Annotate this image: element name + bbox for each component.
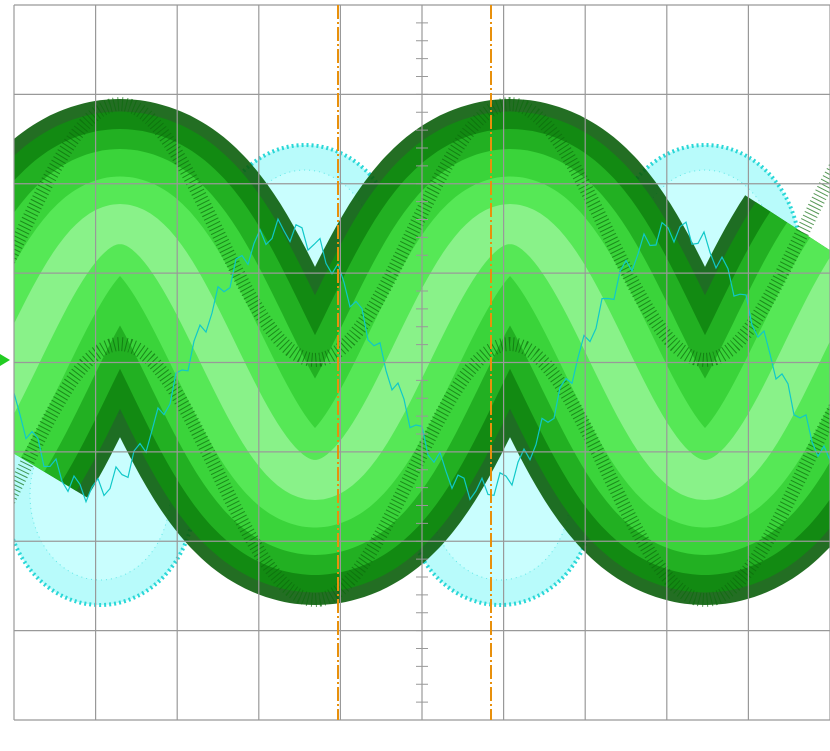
scope-screen: [0, 0, 830, 751]
waveform: [0, 104, 830, 605]
page: (() => { const data = JSON.parse(documen…: [0, 0, 830, 751]
